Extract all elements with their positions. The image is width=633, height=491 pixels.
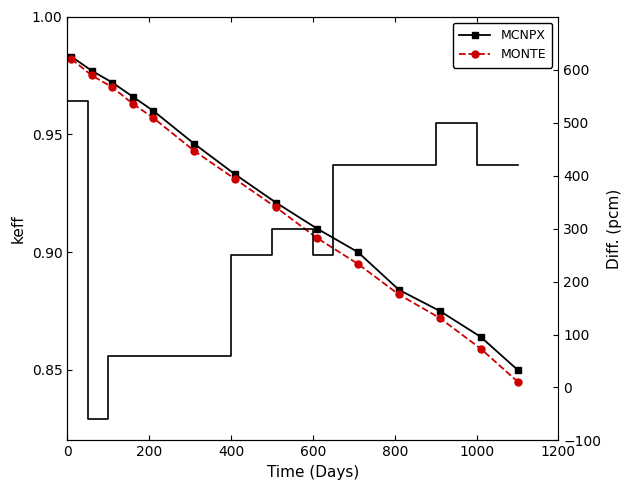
MONTE [191,148,198,154]
MONTE [88,73,96,79]
MONTE [68,56,75,62]
MONTE [477,346,484,352]
MONTE [108,84,116,90]
X-axis label: Time (Days): Time (Days) [266,465,359,480]
MONTE [129,101,137,107]
MCNPX [477,334,484,340]
Legend: MCNPX, MONTE: MCNPX, MONTE [453,23,552,68]
Y-axis label: keff: keff [11,214,26,243]
MCNPX [149,108,157,114]
MCNPX [354,249,361,255]
MCNPX [272,200,280,206]
MCNPX [108,80,116,85]
Line: MONTE: MONTE [68,55,521,385]
MCNPX [395,287,403,293]
MCNPX [88,68,96,74]
MONTE [272,204,280,210]
Y-axis label: Diff. (pcm): Diff. (pcm) [607,189,622,269]
MCNPX [231,171,239,177]
Line: MCNPX: MCNPX [68,53,521,373]
MONTE [313,235,321,241]
MCNPX [436,308,444,314]
MCNPX [68,54,75,59]
MONTE [436,315,444,321]
MCNPX [514,367,522,373]
MCNPX [129,94,137,100]
MONTE [354,261,361,267]
MCNPX [313,225,321,231]
MONTE [514,379,522,384]
MCNPX [191,141,198,147]
MONTE [149,115,157,121]
MONTE [231,176,239,182]
MONTE [395,292,403,298]
